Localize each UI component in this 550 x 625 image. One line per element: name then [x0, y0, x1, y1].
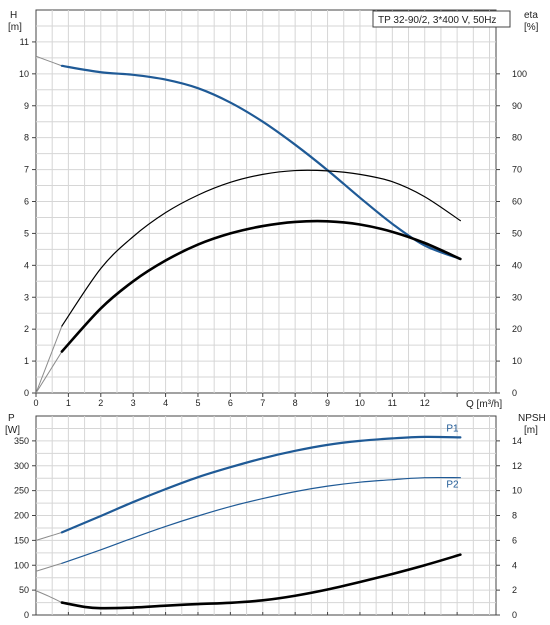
- left-axis-label-p: P: [8, 413, 15, 424]
- left-tick-label: 250: [14, 486, 29, 496]
- x-tick-label: 12: [420, 398, 430, 408]
- left-tick-label: 6: [24, 197, 29, 207]
- x-tick-label: 8: [293, 398, 298, 408]
- x-axis-label-q: Q [m³/h]: [466, 399, 502, 410]
- head-efficiency-extensions: [35, 55, 63, 394]
- left-tick-label: 4: [24, 260, 29, 270]
- x-tick-label: 7: [260, 398, 265, 408]
- x-tick-label: 3: [131, 398, 136, 408]
- right-tick-label: 4: [512, 560, 517, 570]
- left-tick-label: 200: [14, 511, 29, 521]
- npsh-curve-extension: [35, 590, 63, 604]
- left-tick-label: 50: [19, 585, 29, 595]
- right-axis-unit-m: [m]: [524, 425, 538, 436]
- p2-curve-extension: [35, 562, 63, 572]
- eta-thick-curve-extension: [35, 351, 63, 394]
- x-tick-label: 1: [66, 398, 71, 408]
- power-npsh-grid: [36, 416, 496, 615]
- left-axis-unit-m: [m]: [8, 22, 22, 33]
- right-tick-label: 10: [512, 486, 522, 496]
- x-tick-label: 9: [325, 398, 330, 408]
- left-tick-label: 0: [24, 610, 29, 620]
- series-label-p1: P1: [446, 423, 459, 434]
- p1-curve: [60, 435, 462, 534]
- eta-thick-curve: [60, 219, 462, 353]
- left-tick-label: 2: [24, 324, 29, 334]
- power-npsh-axis-labels: P [W] NPSH [m]: [5, 413, 546, 436]
- series-labels: P1 P2: [446, 423, 459, 490]
- right-tick-label: 30: [512, 292, 522, 302]
- right-tick-label: 0: [512, 610, 517, 620]
- right-tick-label: 0: [512, 388, 517, 398]
- model-label-frame: [372, 10, 511, 28]
- right-tick-label: 60: [512, 197, 522, 207]
- left-axis-unit-w: [W]: [5, 425, 20, 436]
- eta-thin-curve-extension: [35, 325, 63, 394]
- left-tick-label: 300: [14, 461, 29, 471]
- right-tick-label: 100: [512, 69, 527, 79]
- head-efficiency-series: [60, 64, 462, 353]
- x-tick-label: 6: [228, 398, 233, 408]
- x-tick-label: 2: [98, 398, 103, 408]
- left-tick-label: 150: [14, 535, 29, 545]
- x-tick-label: 11: [388, 398, 397, 408]
- model-label-box: TP 32-90/2, 3*400 V, 50Hz: [372, 10, 511, 28]
- left-tick-label: 10: [19, 69, 29, 79]
- eta-thin-curve: [61, 169, 461, 327]
- head-curve-extension: [35, 55, 63, 67]
- left-tick-label: 8: [24, 133, 29, 143]
- left-tick-label: 100: [14, 560, 29, 570]
- x-tick-label: 5: [195, 398, 200, 408]
- x-tick-label: 10: [355, 398, 365, 408]
- right-tick-label: 12: [512, 461, 522, 471]
- right-tick-label: 80: [512, 133, 522, 143]
- right-tick-label: 20: [512, 324, 522, 334]
- right-tick-label: 90: [512, 101, 522, 111]
- left-tick-label: 350: [14, 436, 29, 446]
- right-tick-label: 2: [512, 585, 517, 595]
- left-tick-label: 5: [24, 228, 29, 238]
- power-npsh-ticks: 0 50 100 150 200 250 300 350 0 2 4 6 8 10 12 14: [14, 436, 522, 620]
- power-npsh-panel: 0 50 100 150 200 250 300 350 0 2 4 6 8 10 12 14 P [W] N…: [5, 413, 546, 620]
- x-tick-label: 0: [33, 398, 38, 408]
- right-axis-label-eta: eta: [524, 10, 538, 21]
- p2-curve: [61, 476, 461, 564]
- right-axis-label-npsh: NPSH: [518, 413, 546, 424]
- head-efficiency-grid: [36, 10, 496, 393]
- power-npsh-extensions: [35, 531, 63, 604]
- left-axis-label-h: H: [10, 10, 17, 21]
- p1-curve-extension: [35, 531, 63, 541]
- left-tick-label: 0: [24, 388, 29, 398]
- right-tick-label: 6: [512, 535, 517, 545]
- right-tick-label: 50: [512, 228, 522, 238]
- right-tick-label: 70: [512, 165, 522, 175]
- x-tick-label: 4: [163, 398, 168, 408]
- head-efficiency-axis-labels: H [m] eta [%] Q [m³/h]: [8, 10, 539, 410]
- npsh-curve: [60, 553, 462, 610]
- left-tick-label: 7: [24, 165, 29, 175]
- model-label: TP 32-90/2, 3*400 V, 50Hz: [378, 15, 496, 26]
- left-tick-label: 3: [24, 292, 29, 302]
- series-label-p2: P2: [446, 480, 459, 491]
- power-npsh-series: [60, 435, 462, 610]
- right-axis-unit-percent: [%]: [524, 22, 539, 33]
- right-tick-label: 14: [512, 436, 522, 446]
- left-tick-label: 11: [20, 37, 29, 47]
- right-tick-label: 10: [512, 356, 522, 366]
- left-tick-label: 1: [24, 356, 29, 366]
- left-tick-label: 9: [24, 101, 29, 111]
- head-curve: [60, 64, 462, 261]
- right-tick-label: 8: [512, 511, 517, 521]
- right-tick-label: 40: [512, 260, 522, 270]
